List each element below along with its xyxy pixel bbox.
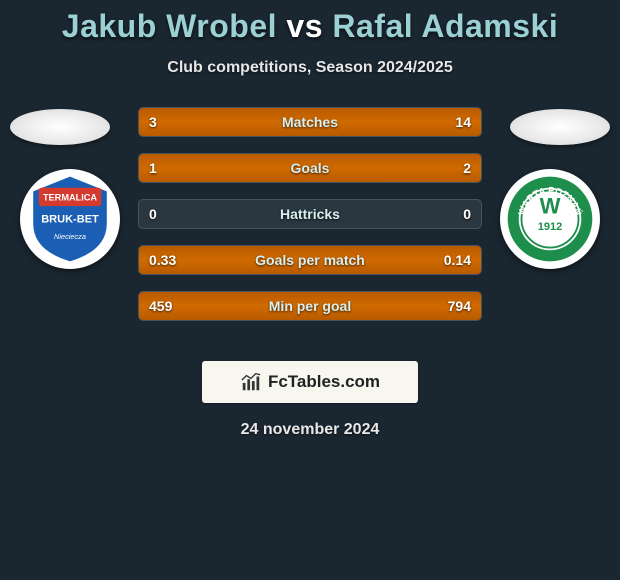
stat-value-right: 14 — [445, 108, 481, 136]
chart-icon — [240, 371, 262, 393]
stat-label: Min per goal — [139, 292, 481, 320]
stat-label: Goals per match — [139, 246, 481, 274]
brand-text: FcTables.com — [268, 372, 380, 392]
player2-avatar — [510, 109, 610, 145]
svg-text:W: W — [540, 193, 561, 218]
team-badge-right: WARTA POZNAŃ W 1912 — [500, 169, 600, 269]
stat-bar-row: 459Min per goal794 — [138, 291, 482, 321]
brand-box[interactable]: FcTables.com — [202, 361, 418, 403]
datestamp: 24 november 2024 — [0, 421, 620, 439]
page-title: Jakub Wrobel vs Rafal Adamski — [0, 8, 620, 45]
team-badge-left: TERMALICA BRUK-BET Nieciecza — [20, 169, 120, 269]
player1-name: Jakub Wrobel — [62, 8, 277, 44]
termalica-badge-icon: TERMALICA BRUK-BET Nieciecza — [24, 173, 116, 265]
svg-text:BRUK-BET: BRUK-BET — [41, 214, 99, 226]
player2-name: Rafal Adamski — [332, 8, 558, 44]
player1-avatar — [10, 109, 110, 145]
stat-value-right: 2 — [453, 154, 481, 182]
comparison-content: TERMALICA BRUK-BET Nieciecza WARTA POZNA… — [0, 99, 620, 339]
subtitle: Club competitions, Season 2024/2025 — [0, 59, 620, 77]
stat-bar-row: 0Hattricks0 — [138, 199, 482, 229]
footer: FcTables.com 24 november 2024 — [0, 361, 620, 439]
stat-label: Hattricks — [139, 200, 481, 228]
stat-value-right: 0 — [453, 200, 481, 228]
stat-bar-row: 3Matches14 — [138, 107, 482, 137]
stat-bars: 3Matches14 1Goals2 0Hattricks0 0.33Goals pe… — [138, 107, 482, 321]
stat-value-right: 794 — [438, 292, 481, 320]
warta-badge-icon: WARTA POZNAŃ W 1912 — [504, 173, 596, 265]
stat-value-right: 0.14 — [434, 246, 481, 274]
stat-label: Matches — [139, 108, 481, 136]
svg-text:Nieciecza: Nieciecza — [54, 232, 86, 241]
svg-text:1912: 1912 — [538, 221, 563, 233]
svg-text:TERMALICA: TERMALICA — [43, 193, 97, 203]
stat-bar-row: 0.33Goals per match0.14 — [138, 245, 482, 275]
header: Jakub Wrobel vs Rafal Adamski Club compe… — [0, 0, 620, 77]
stat-bar-row: 1Goals2 — [138, 153, 482, 183]
vs-separator: vs — [286, 8, 323, 44]
stat-label: Goals — [139, 154, 481, 182]
